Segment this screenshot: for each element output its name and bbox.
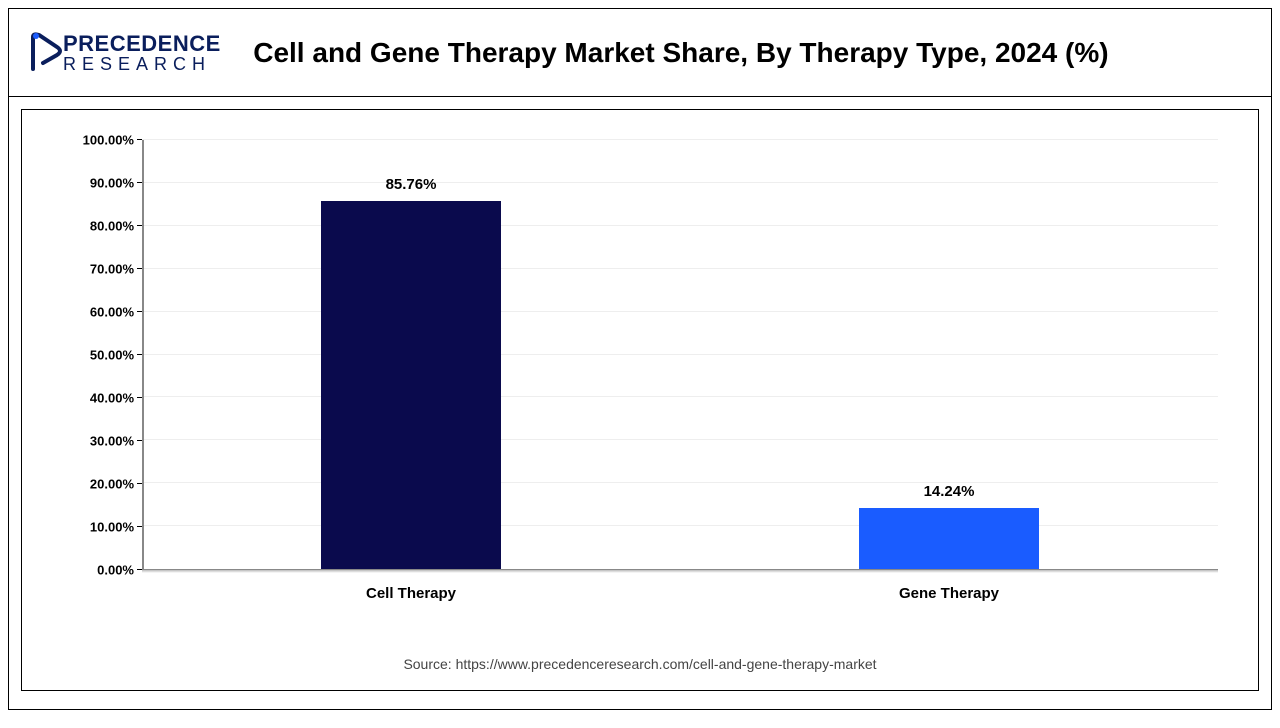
- x-axis-label: Gene Therapy: [680, 585, 1218, 602]
- outer-frame: PRECEDENCE RESEARCH Cell and Gene Therap…: [8, 8, 1272, 710]
- y-tick-label: 0.00%: [97, 563, 134, 578]
- bars-container: 85.76% 14.24%: [142, 140, 1218, 569]
- chart-title: Cell and Gene Therapy Market Share, By T…: [251, 37, 1251, 69]
- bar: [321, 201, 501, 569]
- bar-value-label: 14.24%: [924, 483, 975, 500]
- y-tick-label: 30.00%: [90, 434, 134, 449]
- chart-frame: 0.00% 10.00% 20.00% 30.00% 40.00% 50.00% 60.00…: [21, 109, 1259, 691]
- baseline-shadow: [142, 570, 1218, 573]
- x-axis-labels: Cell TherapyGene Therapy: [142, 570, 1218, 602]
- y-tick-label: 80.00%: [90, 219, 134, 234]
- logo: PRECEDENCE RESEARCH: [29, 31, 221, 75]
- y-tick-label: 20.00%: [90, 477, 134, 492]
- y-tick-label: 10.00%: [90, 520, 134, 535]
- y-tick-label: 70.00%: [90, 262, 134, 277]
- logo-icon: [29, 31, 63, 75]
- y-tick-label: 100.00%: [83, 133, 134, 148]
- header-row: PRECEDENCE RESEARCH Cell and Gene Therap…: [9, 9, 1271, 97]
- chart-area: 0.00%10.00%20.00%30.00%40.00%50.00%60.00…: [62, 140, 1218, 570]
- bar-value-label: 85.76%: [386, 176, 437, 193]
- logo-text-bottom: RESEARCH: [63, 55, 221, 73]
- x-axis-label: Cell Therapy: [142, 585, 680, 602]
- bar-slot: 85.76%: [142, 140, 680, 569]
- logo-text-top: PRECEDENCE: [63, 33, 221, 55]
- source-text: Source: https://www.precedenceresearch.c…: [22, 656, 1258, 672]
- y-tick-label: 60.00%: [90, 305, 134, 320]
- bar-slot: 14.24%: [680, 140, 1218, 569]
- plot-area: 85.76% 14.24%: [142, 140, 1218, 570]
- y-tick-label: 90.00%: [90, 176, 134, 191]
- bar: [859, 508, 1039, 569]
- y-tick-label: 50.00%: [90, 348, 134, 363]
- y-axis: 0.00%10.00%20.00%30.00%40.00%50.00%60.00…: [62, 140, 142, 570]
- y-tick-label: 40.00%: [90, 391, 134, 406]
